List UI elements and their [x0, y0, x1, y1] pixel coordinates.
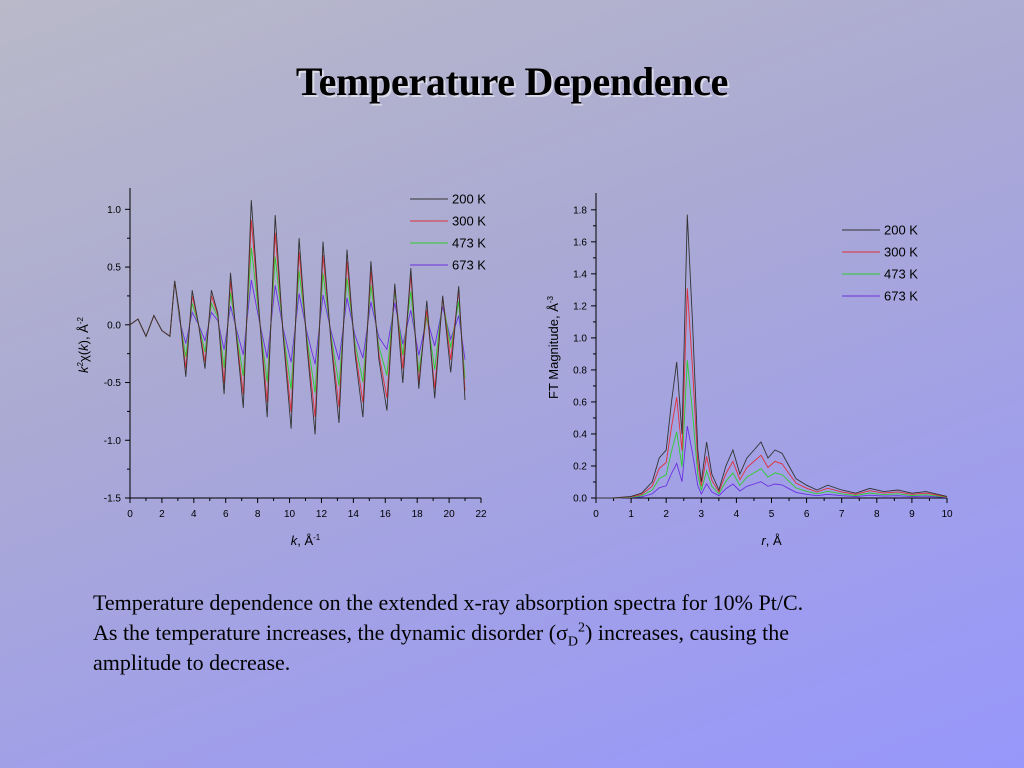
series-line-200k	[129, 200, 466, 435]
y-tick-label: 1.4	[573, 269, 587, 280]
legend-label: 200 K	[452, 192, 486, 207]
y-tick-label: 0.5	[107, 263, 121, 274]
y-tick-label: 0.8	[573, 365, 587, 376]
y-tick-label: 1.0	[107, 205, 121, 216]
series-line-673k	[596, 425, 948, 499]
y-tick-label: 1.2	[573, 301, 587, 312]
x-tick-label: 4	[734, 509, 740, 520]
legend-label: 473 K	[452, 236, 486, 251]
y-axis-label: k2χ(k), Å-2	[76, 316, 91, 373]
legend-label: 473 K	[884, 267, 918, 282]
x-tick-label: 22	[475, 509, 487, 520]
y-tick-label: 0.4	[573, 429, 587, 440]
x-tick-label: 14	[348, 509, 360, 520]
x-tick-label: 0	[127, 509, 133, 520]
legend-label: 300 K	[884, 245, 918, 260]
x-axis-label: k, Å-1	[291, 533, 321, 548]
y-tick-label: -0.5	[104, 378, 122, 389]
y-tick-label: 1.8	[573, 205, 587, 216]
caption-line2a: As the temperature increases, the dynami…	[93, 620, 557, 645]
legend-label: 300 K	[452, 214, 486, 229]
x-tick-label: 2	[663, 509, 669, 520]
x-tick-label: 2	[159, 509, 165, 520]
y-axis-label: FT Magnitude, Å-3	[546, 295, 561, 399]
x-tick-label: 6	[804, 509, 810, 520]
y-tick-label: 0.2	[573, 461, 587, 472]
slide-title: Temperature Dependence	[295, 59, 729, 104]
x-tick-label: 12	[316, 509, 328, 520]
series-line-473k	[596, 360, 948, 499]
series-line-200k	[596, 214, 948, 499]
x-tick-label: 0	[593, 509, 599, 520]
y-tick-label: -1.0	[104, 436, 122, 447]
legend-label: 673 K	[452, 258, 486, 273]
x-tick-label: 10	[941, 509, 953, 520]
x-tick-label: 16	[380, 509, 392, 520]
series-line-300k	[596, 288, 948, 499]
y-tick-label: 1.6	[573, 237, 587, 248]
x-tick-label: 3	[699, 509, 705, 520]
y-tick-label: -1.5	[104, 494, 122, 505]
legend-label: 673 K	[884, 289, 918, 304]
x-tick-label: 5	[769, 509, 775, 520]
x-tick-label: 18	[412, 509, 424, 520]
sigma-symbol: σ	[556, 620, 568, 645]
x-tick-label: 9	[909, 509, 915, 520]
x-tick-label: 6	[223, 509, 229, 520]
y-tick-label: 1.0	[573, 333, 587, 344]
x-tick-label: 20	[444, 509, 456, 520]
x-axis-label: r, Å	[761, 533, 782, 548]
sigma-superscript: 2	[578, 620, 586, 636]
y-tick-label: 0.6	[573, 397, 587, 408]
caption-line1: Temperature dependence on the extended x…	[93, 590, 804, 615]
caption: Temperature dependence on the extended x…	[93, 588, 953, 678]
x-tick-label: 1	[628, 509, 634, 520]
x-tick-label: 8	[874, 509, 880, 520]
y-tick-label: 0.0	[107, 320, 121, 331]
caption-line2b: ) increases, causing the	[585, 620, 790, 645]
x-tick-label: 7	[839, 509, 845, 520]
x-tick-label: 10	[284, 509, 296, 520]
legend-label: 200 K	[884, 223, 918, 238]
ft-magnitude-chart: 0 1 2 3 4 5 6 7 8 9 10 0.0 0.2 0.4 0.6 0.8 1.0 1.2 1.4 1.6 1…	[546, 193, 953, 548]
caption-line3: amplitude to decrease.	[93, 650, 291, 675]
y-tick-label: 0.0	[573, 494, 587, 505]
x-tick-label: 8	[255, 509, 261, 520]
chi-k-chart: 0 2 4 6 8 10 12 14 16 18 20 22 -1.5 -1.0 -0.5 0.0 0.5 1.0…	[76, 188, 487, 548]
sigma-subscript: D	[567, 634, 579, 650]
x-tick-label: 4	[191, 509, 197, 520]
